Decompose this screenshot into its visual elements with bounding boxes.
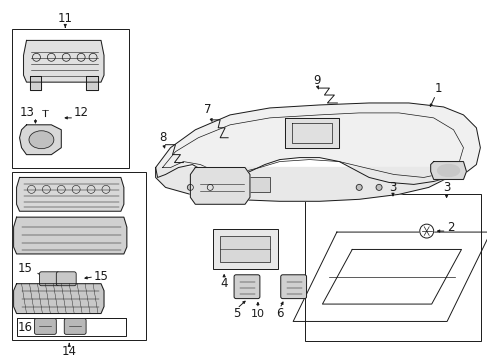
Polygon shape bbox=[14, 284, 104, 314]
Polygon shape bbox=[190, 167, 249, 204]
Polygon shape bbox=[14, 217, 126, 254]
Text: 3: 3 bbox=[388, 181, 396, 194]
Text: 16: 16 bbox=[18, 321, 33, 334]
FancyBboxPatch shape bbox=[64, 319, 86, 334]
Bar bbox=[230, 177, 269, 192]
Text: 15: 15 bbox=[18, 262, 33, 275]
Text: 7: 7 bbox=[203, 103, 211, 116]
FancyBboxPatch shape bbox=[234, 275, 259, 298]
Text: 14: 14 bbox=[61, 345, 77, 358]
Circle shape bbox=[187, 184, 193, 190]
Circle shape bbox=[207, 184, 213, 190]
Text: 13: 13 bbox=[20, 107, 35, 120]
Text: 2: 2 bbox=[446, 221, 453, 234]
Text: 3: 3 bbox=[442, 181, 449, 194]
Bar bbox=[220, 236, 269, 262]
Ellipse shape bbox=[29, 131, 54, 149]
Bar bbox=[304, 194, 480, 341]
Text: 11: 11 bbox=[58, 12, 73, 25]
Text: 9: 9 bbox=[313, 74, 321, 87]
Polygon shape bbox=[86, 76, 98, 90]
Circle shape bbox=[419, 224, 433, 238]
Polygon shape bbox=[20, 125, 61, 154]
Text: 8: 8 bbox=[159, 131, 166, 144]
Ellipse shape bbox=[437, 165, 459, 176]
Polygon shape bbox=[29, 76, 41, 90]
Text: 1: 1 bbox=[434, 82, 442, 95]
Bar bbox=[17, 319, 125, 336]
Circle shape bbox=[375, 184, 381, 190]
FancyBboxPatch shape bbox=[280, 275, 306, 298]
Polygon shape bbox=[23, 40, 104, 82]
Text: 10: 10 bbox=[250, 309, 264, 319]
Bar bbox=[12, 28, 128, 167]
Polygon shape bbox=[17, 177, 123, 211]
Polygon shape bbox=[284, 118, 339, 148]
Text: 15: 15 bbox=[93, 270, 108, 283]
Bar bbox=[12, 171, 145, 340]
Circle shape bbox=[355, 184, 362, 190]
Polygon shape bbox=[430, 162, 466, 179]
Text: 12: 12 bbox=[74, 107, 88, 120]
Polygon shape bbox=[155, 103, 479, 184]
FancyBboxPatch shape bbox=[56, 272, 76, 286]
Bar bbox=[213, 229, 277, 269]
Polygon shape bbox=[155, 167, 452, 201]
Text: 6: 6 bbox=[275, 307, 283, 320]
FancyBboxPatch shape bbox=[34, 319, 56, 334]
Text: 5: 5 bbox=[233, 307, 240, 320]
FancyBboxPatch shape bbox=[40, 272, 59, 286]
Text: 4: 4 bbox=[220, 277, 227, 290]
Bar bbox=[17, 319, 125, 327]
